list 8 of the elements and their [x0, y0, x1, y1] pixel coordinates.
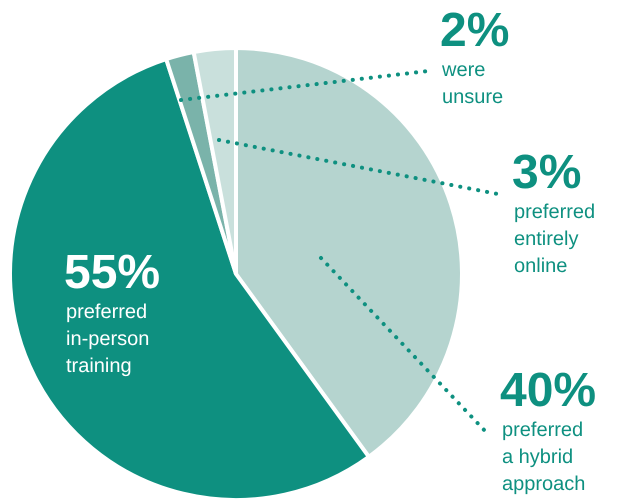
data-label: 2%: [440, 4, 510, 57]
data-label: 3%: [512, 146, 582, 199]
slice-label: preferred entirely online: [514, 201, 596, 277]
slice-label: preferred in-person training: [66, 301, 150, 377]
slice-label: were unsure: [441, 59, 504, 108]
slice-label: preferred a hybrid approach: [502, 419, 586, 495]
data-label: 40%: [500, 364, 596, 417]
data-label: 55%: [64, 246, 160, 299]
